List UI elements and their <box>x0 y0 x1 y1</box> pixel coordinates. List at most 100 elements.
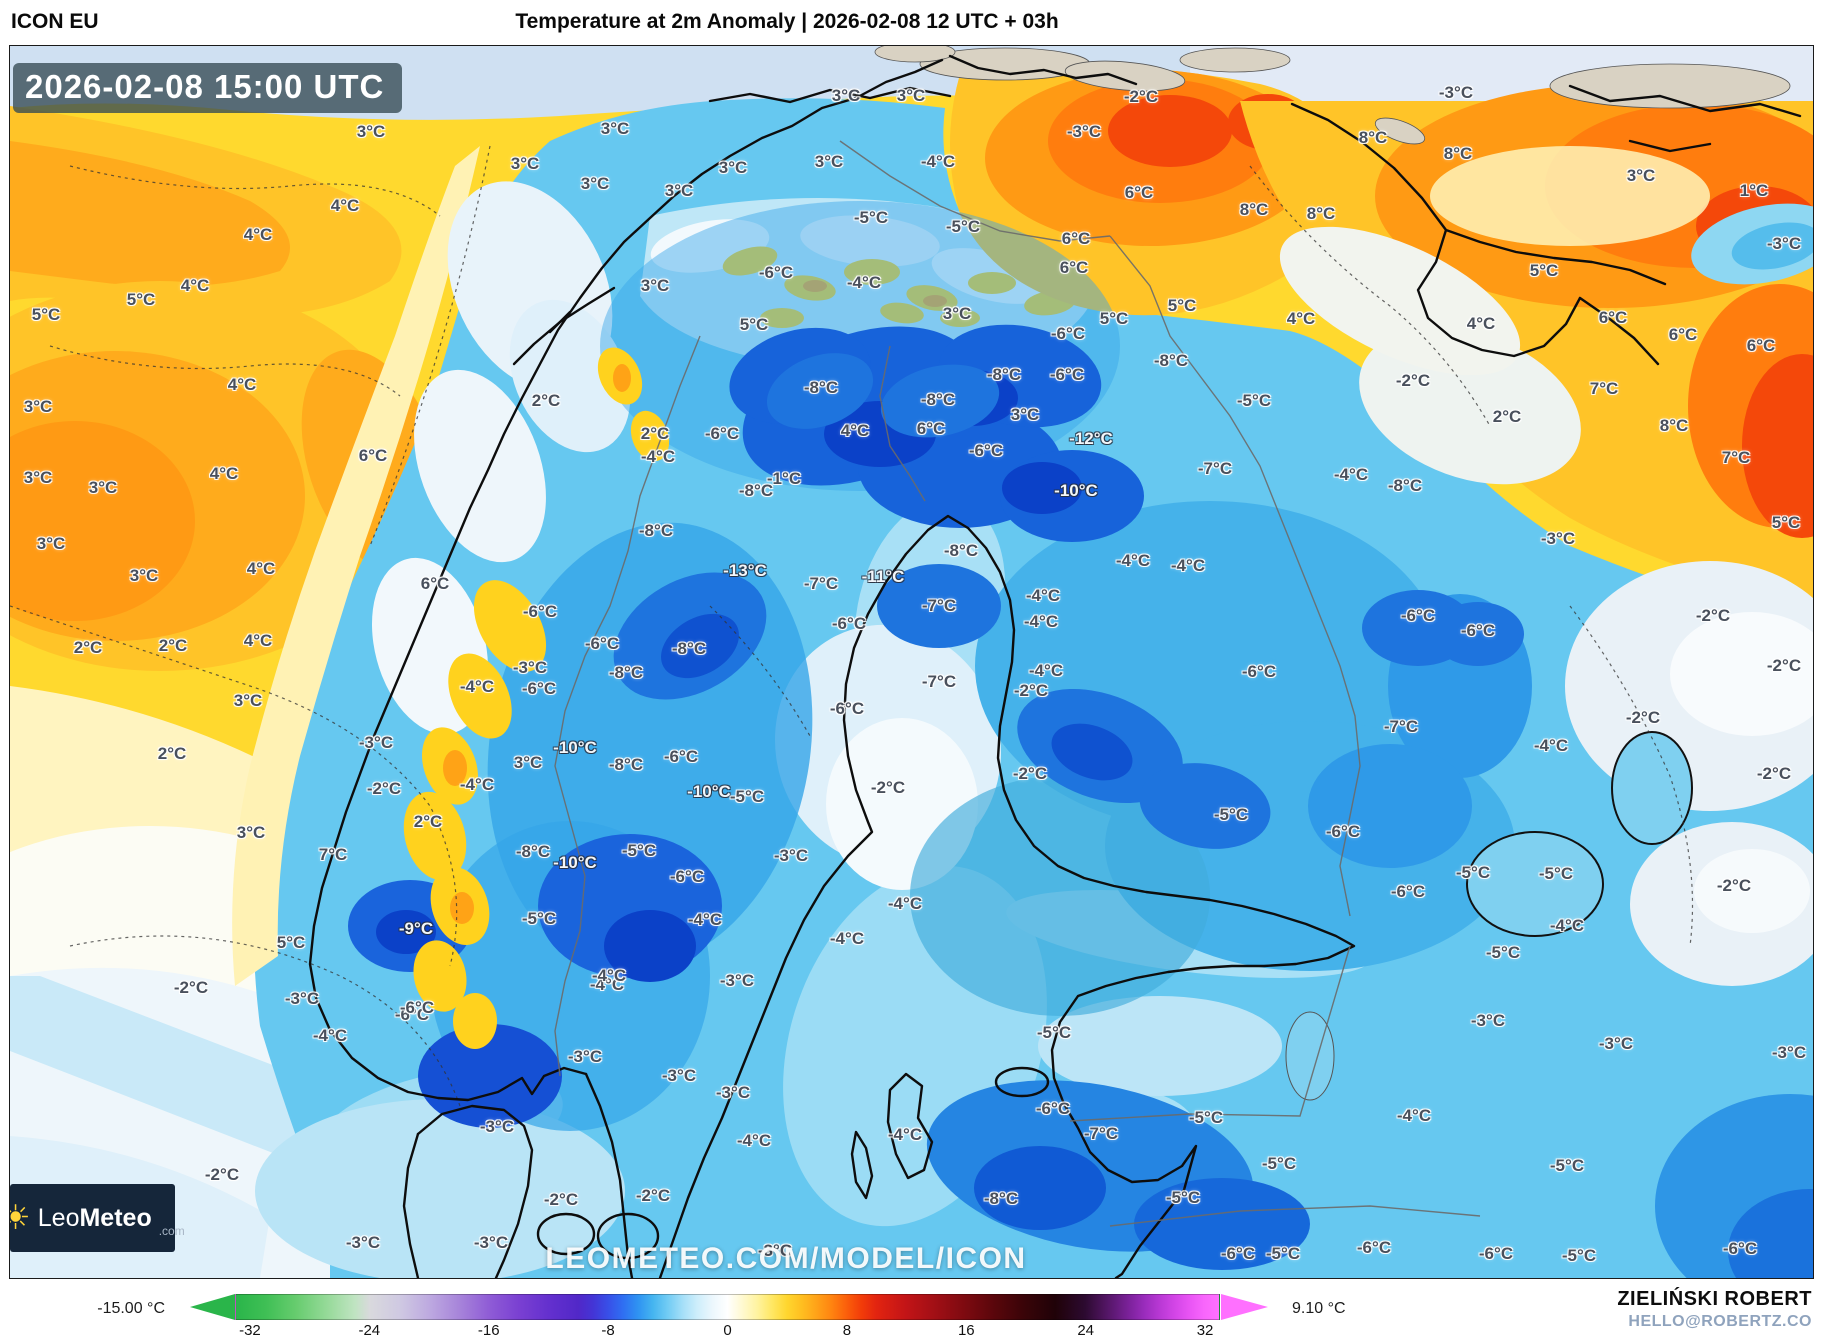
temp-label: 4°C <box>227 375 257 394</box>
temp-label: -7°C <box>1383 717 1419 736</box>
temp-label: -4°C <box>640 447 676 466</box>
temp-label: -3°C <box>1540 529 1576 548</box>
temp-label: 6°C <box>1668 325 1698 344</box>
temp-label: -5°C <box>1036 1023 1072 1042</box>
temp-label: -4°C <box>589 975 625 994</box>
colorbar-tick: 8 <box>842 1322 852 1338</box>
temp-label: 3°C <box>23 468 53 487</box>
temp-label: -4°C <box>1533 736 1569 755</box>
temp-label: -10°C <box>687 782 731 801</box>
sun-icon: ☀ <box>10 1201 31 1235</box>
temp-label: -9°C <box>398 919 434 938</box>
colorbar-ticks: -32 -24 -16 -8 0 8 16 24 32 <box>235 1322 1220 1338</box>
temp-label: -8°C <box>515 842 551 861</box>
temp-label: 6°C <box>1124 183 1154 202</box>
temp-label: 6°C <box>916 419 946 438</box>
temp-label: -6°C <box>1356 1238 1392 1257</box>
temp-label: -3°C <box>1771 1043 1807 1062</box>
temp-label: 3°C <box>356 122 386 141</box>
temp-label: 8°C <box>1306 204 1336 223</box>
temp-label: -8°C <box>608 755 644 774</box>
colorbar-right-arrow-icon <box>1221 1294 1268 1320</box>
temp-label: -3°C <box>1438 83 1474 102</box>
colorbar-tick: 32 <box>1196 1322 1214 1338</box>
temp-label: -5°C <box>1165 1188 1201 1207</box>
temp-label: -2°C <box>1756 764 1792 783</box>
temp-label: 6°C <box>1598 308 1628 327</box>
colorbar: -32 -24 -16 -8 0 8 16 24 32 <box>190 1294 1268 1338</box>
temp-label: -4°C <box>459 677 495 696</box>
temp-label: -6°C <box>1035 1099 1071 1118</box>
temp-label: 8°C <box>1659 416 1689 435</box>
temp-label: 2°C <box>157 744 187 763</box>
temp-label: -2°C <box>366 779 402 798</box>
temp-label: -11°C <box>861 567 905 586</box>
temp-label: 5°C <box>739 315 769 334</box>
temp-label: -6°C <box>1722 1239 1758 1258</box>
timestamp-badge: 2026-02-08 15:00 UTC <box>13 63 403 113</box>
temp-label: -5°C <box>521 909 557 928</box>
temp-label: -6°C <box>669 867 705 886</box>
temp-label: -13°C <box>723 561 767 580</box>
temp-label: 5°C <box>1167 296 1197 315</box>
temp-label: 3°C <box>896 86 926 105</box>
temp-label: -6°C <box>1241 662 1277 681</box>
colorbar-tick: -8 <box>601 1322 615 1338</box>
temp-label: 3°C <box>814 152 844 171</box>
temp-label: -2°C <box>1766 656 1802 675</box>
temp-label: 2°C <box>1492 407 1522 426</box>
temp-label: 3°C <box>236 823 266 842</box>
temp-label: 4°C <box>840 421 870 440</box>
temp-label: 4°C <box>1466 314 1496 333</box>
logo-suffix: .com <box>158 1224 185 1238</box>
scale-min-label: -15.00 °C <box>97 1300 165 1317</box>
temp-label: -3°C <box>773 846 809 865</box>
temp-label: -8°C <box>1153 351 1189 370</box>
temp-label: -2°C <box>173 978 209 997</box>
temp-label: -5°C <box>1265 1244 1301 1263</box>
temp-label: 5°C <box>31 305 61 324</box>
temp-label: -6°C <box>1050 324 1086 343</box>
temp-label: -7°C <box>1197 459 1233 478</box>
temp-label: 4°C <box>330 196 360 215</box>
contact-email: HELLO@ROBERTZ.CO <box>1628 1313 1812 1330</box>
temp-label: -6°C <box>758 263 794 282</box>
temp-label: -5°C <box>1485 943 1521 962</box>
temp-label: -3°C <box>284 989 320 1008</box>
scale-max-label: 9.10 °C <box>1292 1300 1346 1317</box>
temp-label: -10°C <box>553 853 597 872</box>
temp-label: -6°C <box>521 679 557 698</box>
temp-label: -6°C <box>704 424 740 443</box>
temp-label: -10°C <box>1054 481 1098 500</box>
temp-label: 8°C <box>1358 128 1388 147</box>
temp-label: -5°C <box>1549 1156 1585 1175</box>
temp-label: -2°C <box>635 1186 671 1205</box>
temp-label: -4°C <box>1028 661 1064 680</box>
temp-label: -5°C <box>729 787 765 806</box>
temp-label: -8°C <box>803 378 839 397</box>
colorbar-left-arrow-icon <box>190 1294 235 1320</box>
colorbar-gradient <box>235 1294 1220 1320</box>
temp-label: -4°C <box>591 966 627 985</box>
temp-label: 2°C <box>413 812 443 831</box>
map-canvas: 3°C 3°C 3°C 3°C 3°C 3°C 3°C 4°C 4°C 4°C 5°C 5°C 4°C 6… <box>9 45 1814 1279</box>
temp-label: -8°C <box>983 1189 1019 1208</box>
temp-label: -5°C <box>1188 1108 1224 1127</box>
temp-label: -6°C <box>1478 1244 1514 1263</box>
temp-label: -5°C <box>1261 1154 1297 1173</box>
temp-label: -3°C <box>479 1117 515 1136</box>
temp-label: -4°C <box>1023 612 1059 631</box>
map-svg <box>10 46 1813 1278</box>
temp-label: -3°C <box>1066 122 1102 141</box>
temp-label: 8°C <box>1239 200 1269 219</box>
temp-label: -6°C <box>663 747 699 766</box>
temp-label: -6°C <box>1049 365 1085 384</box>
temp-label: 3°C <box>23 397 53 416</box>
temp-label: -12°C <box>1069 429 1113 448</box>
temp-label: 3°C <box>36 534 66 553</box>
temp-label: 6°C <box>1061 229 1091 248</box>
temp-label: -3°C <box>757 1241 793 1260</box>
temp-label: -5°C <box>621 841 657 860</box>
temp-label: -6°C <box>522 602 558 621</box>
temp-label: -6°C <box>584 634 620 653</box>
